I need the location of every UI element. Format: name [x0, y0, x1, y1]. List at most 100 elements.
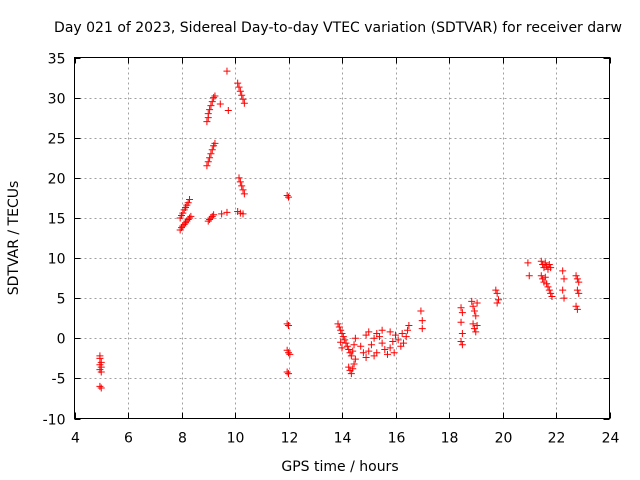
data-point [347, 370, 355, 378]
x-tick-label: 6 [124, 431, 133, 447]
data-point [541, 259, 549, 267]
data-point [285, 349, 292, 357]
x-tick-label: 4 [71, 431, 80, 447]
data-point [349, 365, 357, 373]
data-point [362, 331, 370, 339]
data-point [239, 95, 247, 103]
x-tick-label: 16 [388, 431, 406, 447]
data-point [544, 283, 552, 291]
data-point [458, 341, 466, 349]
data-point [367, 341, 375, 349]
data-point [204, 158, 212, 166]
data-point [373, 349, 381, 357]
grid [74, 57, 610, 419]
data-point [572, 302, 580, 310]
data-point [386, 344, 394, 352]
data-point [184, 199, 192, 207]
data-point [97, 368, 105, 376]
data-point [345, 363, 353, 371]
data-point [457, 304, 465, 312]
data-point [458, 309, 466, 317]
y-tick-label: 35 [48, 52, 66, 68]
data-point [224, 106, 232, 114]
data-point [335, 323, 343, 331]
data-point [96, 382, 104, 390]
data-point [341, 336, 349, 344]
data-point [492, 286, 500, 294]
data-point [473, 321, 481, 329]
data-point [386, 328, 394, 336]
data-point [559, 267, 567, 275]
data-point [238, 182, 246, 190]
data-point [283, 368, 291, 376]
data-point [216, 100, 224, 108]
data-point [239, 210, 247, 218]
data-point [223, 208, 231, 216]
data-point [203, 118, 211, 126]
data-point [210, 94, 218, 102]
data-point [457, 337, 465, 345]
data-point [207, 150, 215, 158]
data-point [350, 341, 358, 349]
data-point [470, 307, 478, 315]
data-point [575, 289, 583, 297]
data-point [240, 99, 248, 107]
data-point [548, 293, 556, 301]
x-tick-label: 14 [334, 431, 352, 447]
y-tick-label: 5 [57, 292, 66, 308]
data-point [573, 286, 581, 294]
data-point [343, 342, 351, 350]
data-point [285, 370, 292, 378]
x-tick-label: 22 [548, 431, 566, 447]
data-point [378, 339, 386, 347]
data-point [394, 336, 402, 344]
data-point [207, 102, 215, 110]
data-point [525, 272, 533, 280]
y-tick-label: 30 [48, 92, 66, 108]
data-point [283, 320, 291, 328]
data-point [383, 350, 391, 358]
data-point [370, 334, 378, 342]
data-point [235, 83, 243, 91]
y-tick-label: -5 [52, 372, 66, 388]
data-point [342, 339, 350, 347]
data-point [390, 349, 398, 357]
data-point [211, 139, 219, 147]
data-point [186, 195, 194, 203]
data-point [472, 312, 480, 320]
data-point [365, 347, 373, 355]
data-point [203, 162, 211, 170]
data-point [537, 272, 545, 280]
data-point [357, 342, 365, 350]
x-tick-label: 24 [602, 431, 620, 447]
data-point [338, 344, 346, 352]
data-point [337, 326, 345, 334]
x-axis-label: GPS time / hours [281, 459, 398, 475]
data-point [285, 193, 292, 201]
data-point [472, 328, 480, 336]
data-point [347, 352, 355, 360]
data-point [468, 297, 476, 305]
axis-ticks: 4 6 8 10 12 14 16 18 20 22 24 -10 -5 0 5 10 15 20 25 30 35 [43, 52, 620, 447]
data-point [204, 110, 212, 118]
data-point [389, 337, 397, 345]
data-point [575, 278, 583, 286]
y-tick-label: 25 [48, 132, 66, 148]
data-point [218, 210, 226, 218]
data-point [349, 347, 357, 355]
data-point [206, 106, 214, 114]
data-point [493, 299, 501, 307]
data-point [573, 275, 581, 283]
data-point [210, 211, 218, 219]
data-point [286, 350, 294, 358]
x-tick-label: 12 [281, 431, 299, 447]
data-point [285, 321, 292, 329]
data-point [418, 325, 426, 333]
x-tick-label: 8 [178, 431, 187, 447]
data-point [537, 257, 545, 265]
y-axis-label: SDTVAR / TECUs [6, 181, 22, 296]
data-point [283, 191, 291, 199]
data-point [469, 302, 477, 310]
data-point [560, 275, 568, 283]
data-point [223, 67, 231, 75]
